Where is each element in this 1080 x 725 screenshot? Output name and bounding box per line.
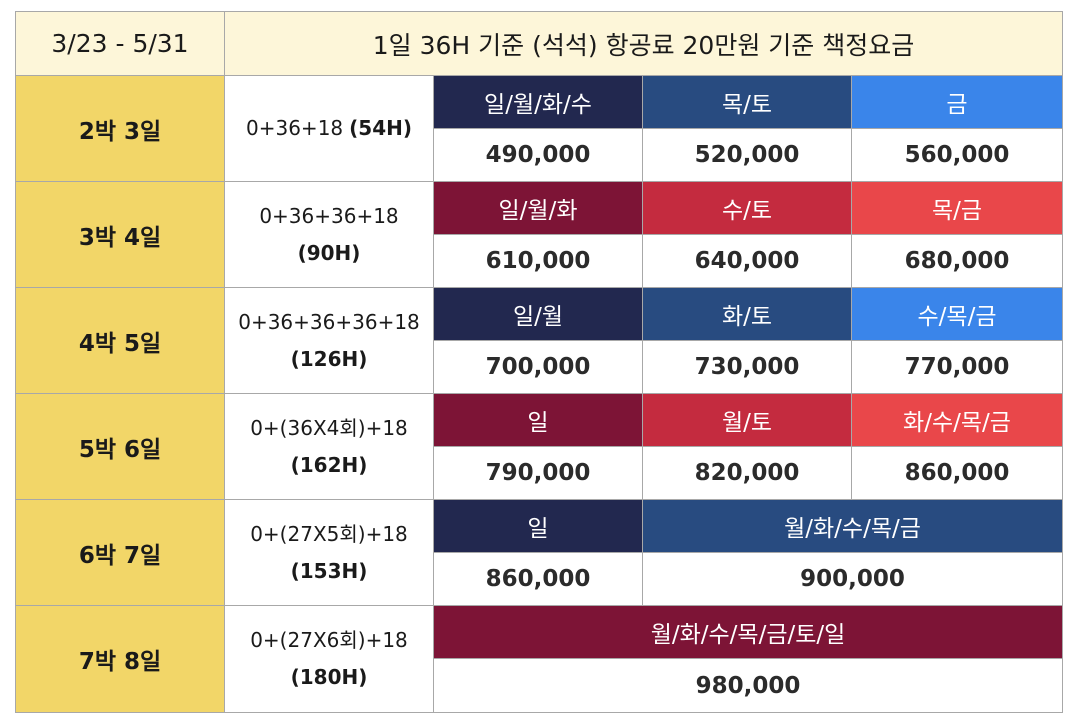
flight-hours: 0+36+36+36+18 (126H) bbox=[225, 288, 434, 394]
flight-hours: 0+(27X6회)+18 (180H) bbox=[225, 606, 434, 712]
day-group-header: 수/토 bbox=[643, 182, 852, 235]
period-header: 3/23 - 5/31 bbox=[16, 12, 225, 76]
pricing-table: 3/23 - 5/31 1일 36H 기준 (석석) 항공료 20만원 기준 책… bbox=[15, 11, 1063, 713]
price-value: 770,000 bbox=[852, 341, 1062, 394]
table-title: 1일 36H 기준 (석석) 항공료 20만원 기준 책정요금 bbox=[225, 12, 1062, 76]
price-value: 700,000 bbox=[434, 341, 643, 394]
day-group-header: 금 bbox=[852, 76, 1062, 129]
hours-formula: 0+36+36+36+18 bbox=[238, 309, 420, 334]
day-group-header: 목/토 bbox=[643, 76, 852, 129]
day-group-header: 일 bbox=[434, 394, 643, 447]
day-group-header: 일/월/화/수 bbox=[434, 76, 643, 129]
stay-label: 3박 4일 bbox=[16, 182, 225, 288]
price-value: 900,000 bbox=[643, 553, 1062, 606]
flight-hours: 0+36+36+18 (90H) bbox=[225, 182, 434, 288]
stay-label: 6박 7일 bbox=[16, 500, 225, 606]
price-value: 610,000 bbox=[434, 235, 643, 288]
price-value: 980,000 bbox=[695, 672, 801, 699]
price-value: 860,000 bbox=[852, 447, 1062, 500]
day-group-header: 월/화/수/목/금/토/일 bbox=[434, 606, 1062, 659]
stay-label: 4박 5일 bbox=[16, 288, 225, 394]
day-group-header: 일/월 bbox=[434, 288, 643, 341]
price-value: 560,000 bbox=[852, 129, 1062, 182]
price-value: 520,000 bbox=[643, 129, 852, 182]
price-value: 490,000 bbox=[434, 129, 643, 182]
hours-total: (180H) bbox=[290, 665, 368, 689]
day-group-header: 목/금 bbox=[852, 182, 1062, 235]
hours-formula: 0+36+18 bbox=[246, 116, 344, 140]
day-group-header: 일 bbox=[434, 500, 643, 553]
stay-label: 7박 8일 bbox=[16, 606, 225, 712]
hours-total: (54H) bbox=[349, 116, 412, 140]
price-value: 680,000 bbox=[852, 235, 1062, 288]
day-group-header: 화/토 bbox=[643, 288, 852, 341]
hours-formula: 0+(27X6회)+18 bbox=[250, 628, 408, 652]
stay-label: 5박 6일 bbox=[16, 394, 225, 500]
flight-hours: 0+(27X5회)+18 (153H) bbox=[225, 500, 434, 606]
flight-hours: 0+36+18 (54H) bbox=[225, 76, 434, 182]
flight-hours: 0+(36X4회)+18 (162H) bbox=[225, 394, 434, 500]
hours-total: (126H) bbox=[290, 346, 368, 371]
day-group-header: 월/화/수/목/금 bbox=[643, 500, 1062, 553]
hours-formula: 0+(27X5회)+18 bbox=[250, 521, 408, 546]
price-value: 730,000 bbox=[643, 341, 852, 394]
hours-total: (153H) bbox=[290, 558, 368, 583]
price-value: 820,000 bbox=[643, 447, 852, 500]
price-value: 790,000 bbox=[434, 447, 643, 500]
hours-formula: 0+(36X4회)+18 bbox=[250, 415, 408, 440]
day-group-header: 수/목/금 bbox=[852, 288, 1062, 341]
day-group-header: 월/토 bbox=[643, 394, 852, 447]
price-value: 640,000 bbox=[643, 235, 852, 288]
hours-total: (162H) bbox=[290, 452, 368, 477]
day-group-header: 화/수/목/금 bbox=[852, 394, 1062, 447]
stay-label: 2박 3일 bbox=[16, 76, 225, 182]
day-group-header: 일/월/화 bbox=[434, 182, 643, 235]
hours-formula: 0+36+36+18 bbox=[259, 203, 399, 228]
price-value: 860,000 bbox=[434, 553, 643, 606]
hours-total: (90H) bbox=[297, 240, 361, 265]
